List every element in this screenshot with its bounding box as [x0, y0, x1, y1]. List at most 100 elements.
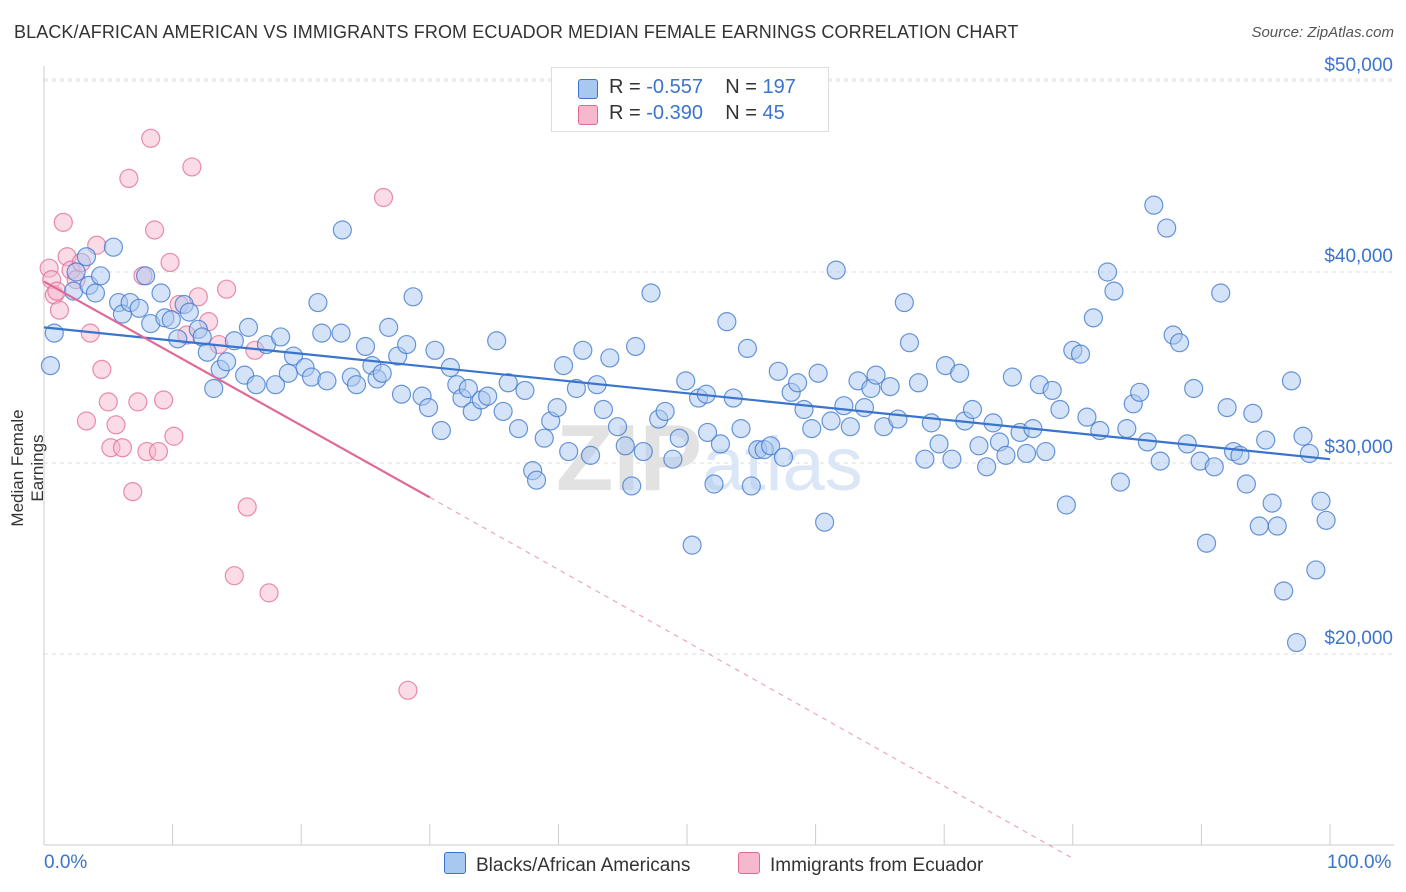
- data-point: [682, 535, 702, 555]
- data-point: [1144, 195, 1164, 215]
- y-tick-label: $40,000: [1324, 246, 1393, 267]
- data-point: [458, 378, 478, 399]
- data-point: [135, 266, 156, 286]
- legend-row-blue: R = -0.557 N = 197: [552, 76, 796, 102]
- legend-n-label: N =: [725, 102, 757, 124]
- data-point: [182, 157, 202, 177]
- legend-row-pink: R = -0.390 N = 45: [552, 102, 785, 128]
- data-point: [676, 371, 696, 391]
- data-point: [899, 333, 920, 353]
- data-point: [493, 401, 513, 422]
- data-point: [1130, 382, 1150, 402]
- data-point: [246, 375, 266, 395]
- y-tick-label: $20,000: [1324, 628, 1393, 649]
- legend-swatch-blue: [578, 79, 598, 99]
- data-point: [217, 279, 237, 299]
- data-point: [515, 380, 535, 401]
- data-point: [625, 336, 646, 357]
- x-tick-label-max: 100.0%: [1327, 852, 1392, 873]
- data-point: [737, 338, 758, 358]
- data-point: [894, 292, 914, 313]
- trend-line-pink: [43, 280, 431, 499]
- legend-r-label: R =: [609, 76, 641, 98]
- legend-swatch-blue: [444, 852, 466, 874]
- data-point: [76, 411, 97, 431]
- data-point: [161, 310, 181, 330]
- data-point: [144, 220, 165, 240]
- data-point: [308, 292, 328, 313]
- data-point: [977, 457, 997, 477]
- data-point: [151, 283, 171, 303]
- legend-n-value: 197: [762, 76, 796, 98]
- data-point: [112, 438, 133, 458]
- data-point: [1097, 262, 1118, 282]
- x-tick-label-min: 0.0%: [44, 852, 88, 873]
- data-point: [397, 334, 417, 355]
- data-point: [1056, 495, 1076, 515]
- data-point: [731, 419, 751, 439]
- data-point: [888, 409, 908, 429]
- data-point: [622, 476, 642, 496]
- data-point: [768, 361, 788, 381]
- data-point: [1267, 516, 1287, 536]
- legend-r-value: -0.557: [646, 76, 703, 98]
- data-point: [129, 298, 149, 318]
- data-point: [593, 399, 614, 420]
- data-point: [312, 323, 332, 343]
- data-point: [128, 392, 148, 412]
- data-point: [929, 434, 949, 454]
- data-point: [566, 378, 587, 399]
- y-tick-label: $30,000: [1324, 437, 1393, 458]
- data-point: [119, 168, 139, 189]
- data-point: [1274, 581, 1294, 601]
- data-point: [1293, 426, 1313, 446]
- data-point: [1217, 398, 1237, 418]
- data-point: [1169, 333, 1190, 353]
- trend-line-blue: [43, 326, 1331, 461]
- data-point: [717, 312, 737, 332]
- data-point: [332, 220, 352, 240]
- series-blacks-african-americans: [40, 195, 1336, 653]
- data-point: [1196, 533, 1217, 553]
- data-point: [950, 363, 970, 383]
- trend-line-pink-extension: [429, 496, 1074, 859]
- data-point: [1104, 281, 1124, 301]
- data-point: [983, 413, 1003, 433]
- data-point: [607, 417, 628, 437]
- axes: [43, 66, 1394, 846]
- data-point: [808, 363, 828, 383]
- data-point: [787, 373, 808, 393]
- data-point: [580, 445, 601, 465]
- data-point: [123, 482, 143, 502]
- data-point: [498, 373, 518, 393]
- data-point: [418, 398, 439, 418]
- data-point: [547, 398, 567, 418]
- y-tick-labels: $20,000 $30,000 $40,000 $50,000: [1324, 55, 1393, 649]
- data-point: [317, 371, 337, 391]
- data-point: [53, 212, 73, 232]
- data-point: [663, 449, 683, 469]
- data-point: [655, 401, 675, 422]
- legend-r-value: -0.390: [646, 102, 703, 124]
- legend-label-ecuador: Immigrants from Ecuador: [770, 855, 984, 876]
- data-point: [1083, 308, 1103, 328]
- data-point: [962, 399, 983, 420]
- data-point: [1211, 283, 1231, 303]
- data-point: [373, 187, 394, 208]
- data-point: [1042, 380, 1062, 401]
- data-point: [534, 428, 554, 448]
- data-point: [815, 512, 835, 532]
- data-point: [271, 327, 291, 347]
- data-point: [1243, 403, 1263, 423]
- data-point: [238, 317, 259, 337]
- data-point: [1256, 430, 1276, 450]
- data-point: [1110, 472, 1130, 492]
- data-point: [478, 386, 498, 406]
- data-point: [1311, 491, 1331, 511]
- data-point: [1117, 419, 1137, 439]
- data-point: [1281, 371, 1302, 391]
- data-point: [633, 441, 653, 462]
- legend-item-ecuador: Immigrants from Ecuador: [738, 852, 983, 877]
- legend-swatch-pink: [738, 852, 760, 874]
- data-point: [508, 419, 529, 439]
